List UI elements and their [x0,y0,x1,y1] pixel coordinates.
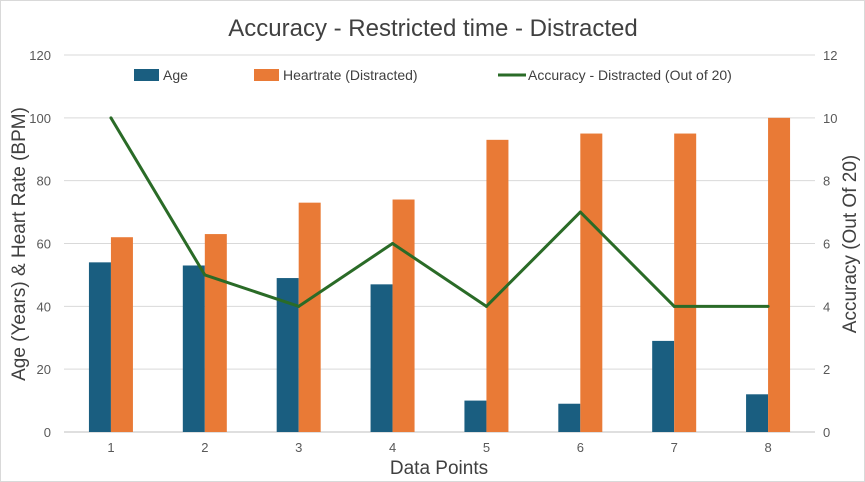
accuracy-point [672,304,676,308]
x-axis-title: Data Points [390,458,488,479]
legend-swatch-heartrate [254,69,279,81]
chart-title: Accuracy - Restricted time - Distracted [228,15,637,42]
legend-label-accuracy: Accuracy - Distracted (Out of 20) [528,67,732,83]
y-tick-label: 60 [37,237,51,252]
y2-tick-label: 4 [823,299,830,314]
y2-axis-title: Accuracy (Out Of 20) [840,155,861,333]
y-tick-label: 80 [37,174,51,189]
y-axis-title: Age (Years) & Heart Rate (BPM) [9,107,30,381]
accuracy-line [109,117,769,308]
legend-swatch-age [134,69,159,81]
accuracy-point [203,273,207,277]
bar-age [464,400,487,432]
y2-tick-label: 8 [823,174,830,189]
bar-heartrate [204,234,227,432]
y-tick-label: 0 [44,425,51,440]
accuracy-point [484,304,488,308]
accuracy-point [578,210,582,214]
bar-heartrate [580,133,603,432]
x-tick-label: 3 [295,440,302,455]
bar-age [276,278,299,432]
y2-tick-label: 6 [823,237,830,252]
y2-tick-label: 0 [823,425,830,440]
accuracy-point [297,304,301,308]
bar-heartrate [768,117,791,432]
bar-age [370,284,393,432]
bar-age [88,262,111,432]
bar-series [88,117,791,432]
gridlines [64,54,815,433]
y-tick-label: 100 [29,111,51,126]
x-tick-label: 1 [107,440,114,455]
bar-age [182,265,205,432]
bar-age [652,340,675,432]
x-tick-label: 5 [483,440,490,455]
bar-age [746,394,769,432]
x-tick-label: 8 [764,440,771,455]
y-tick-label: 40 [37,299,51,314]
legend-label-heartrate: Heartrate (Distracted) [283,67,418,83]
bar-heartrate [392,199,415,432]
line-series [109,116,770,308]
y2-tick-label: 2 [823,362,830,377]
accuracy-point [109,116,113,120]
x-tick-label: 7 [671,440,678,455]
x-tick-label: 2 [201,440,208,455]
y2-tick-label: 10 [823,111,837,126]
bar-age [558,403,581,432]
x-tick-label: 6 [577,440,584,455]
y2-tick-label: 12 [823,48,837,63]
accuracy-point [391,242,395,245]
bar-heartrate [486,139,509,432]
y-tick-label: 20 [37,362,51,377]
bar-heartrate [298,202,321,432]
legend: Age Heartrate (Distracted) Accuracy - Di… [134,67,732,83]
y-tick-label: 120 [29,48,51,63]
legend-label-age: Age [163,67,188,83]
bar-heartrate [110,237,133,432]
accuracy-point [766,304,770,308]
x-tick-label: 4 [389,440,396,455]
bar-heartrate [674,133,697,432]
